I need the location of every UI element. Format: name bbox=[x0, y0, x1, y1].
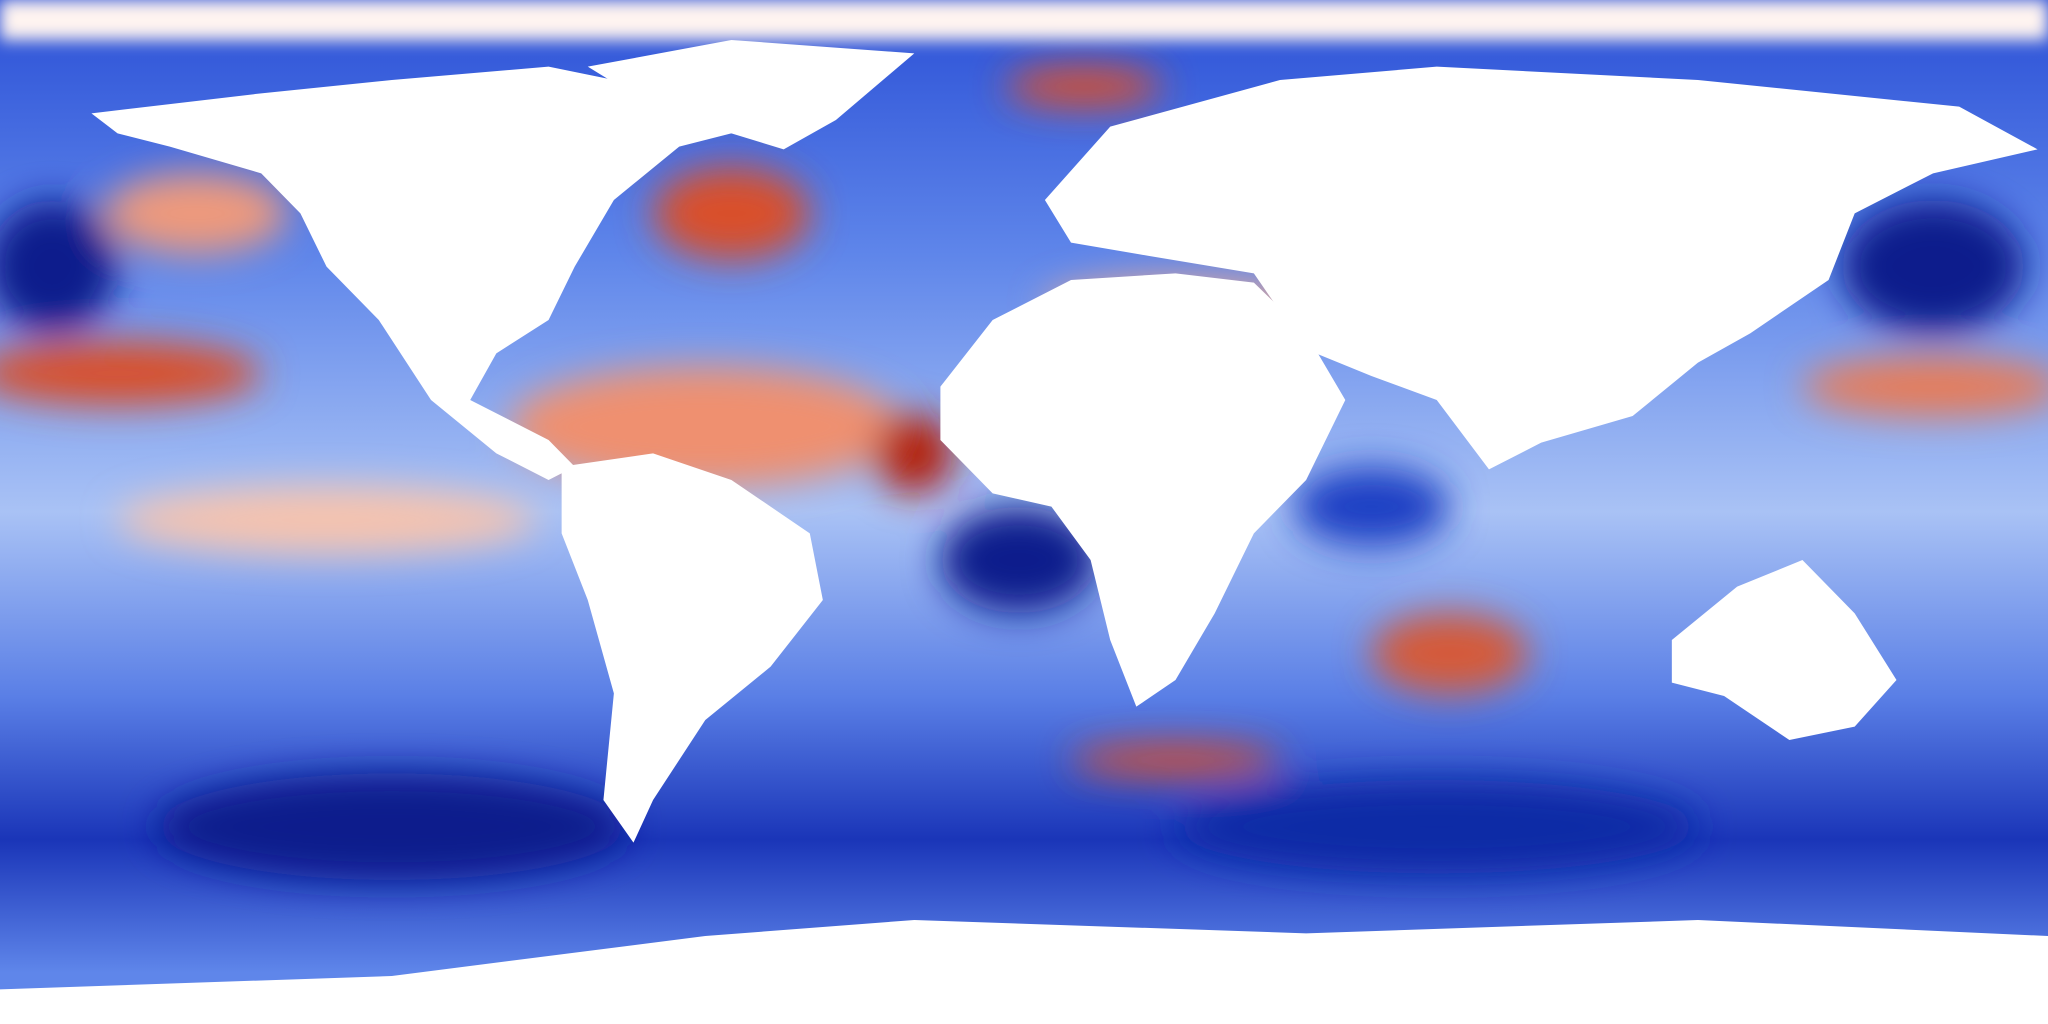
arctic-cap bbox=[0, 0, 2048, 40]
africa bbox=[940, 273, 1346, 707]
north-america bbox=[91, 64, 784, 480]
greenland bbox=[587, 40, 915, 150]
land bbox=[0, 40, 2048, 1024]
anomaly-patches bbox=[0, 66, 2048, 880]
eurasia bbox=[1044, 66, 2038, 470]
south-america bbox=[561, 453, 823, 843]
antarctica bbox=[0, 920, 2048, 1024]
australia bbox=[1671, 560, 1897, 740]
